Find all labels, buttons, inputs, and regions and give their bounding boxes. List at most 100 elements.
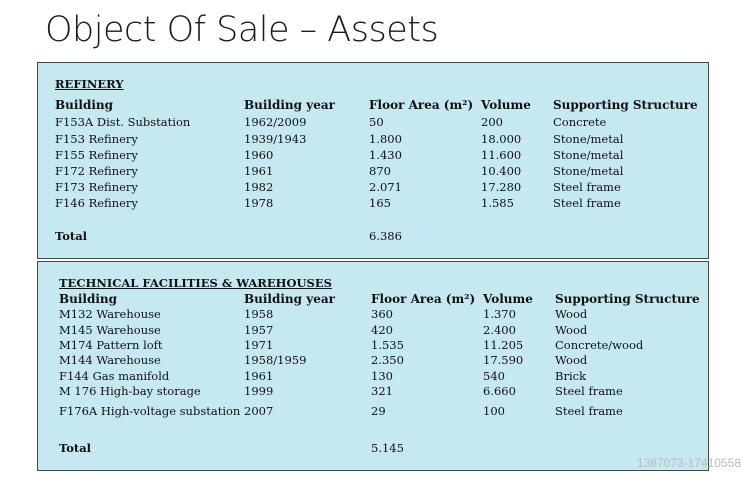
table-row: F155 Refinery 1960 1.430 11.600 Stone/metal (38, 148, 708, 164)
cell-volume: 1.370 (483, 307, 516, 321)
table-row: F146 Refinery 1978 165 1.585 Steel frame (38, 196, 708, 212)
cell-floor-area: Floor Area (m²) (371, 292, 476, 306)
cell-building-year: Building year (244, 98, 335, 112)
cell-supporting-structure: Steel frame (553, 180, 621, 194)
cell-building: F172 Refinery (55, 164, 138, 178)
page-title: Object Of Sale – Assets (45, 10, 439, 50)
cell-building-year: 1961 (244, 164, 274, 178)
cell-supporting-structure: Wood (555, 323, 588, 337)
cell-volume: 200 (481, 115, 503, 129)
cell-building-year: 1960 (244, 148, 274, 162)
cell-volume: 11.600 (481, 148, 522, 162)
cell-building: M 176 High-bay storage (59, 384, 201, 398)
cell-building-year: 1978 (244, 196, 274, 210)
table-row: M132 Warehouse 1958 360 1.370 Wood (38, 307, 708, 323)
table-row: F153A Dist. Substation 1962/2009 50 200 Conc… (38, 115, 708, 131)
cell-supporting-structure: Concrete (553, 115, 607, 129)
cell-supporting-structure: Wood (555, 307, 588, 321)
table-row: M 176 High-bay storage 1999 321 6.660 Steel … (38, 384, 708, 400)
cell-floor-area: 50 (369, 115, 384, 129)
cell-floor-area: 1.535 (371, 338, 404, 352)
cell-building: Building (59, 292, 118, 306)
cell-floor-area: 321 (371, 384, 393, 398)
cell-building: Building (55, 98, 114, 112)
total-floor-area: 6.386 (369, 229, 402, 243)
watermark-id: 1387073-17410558 (636, 456, 741, 470)
cell-supporting-structure: Steel frame (555, 384, 623, 398)
table-row: M144 Warehouse 1958/1959 2.350 17.590 Wood (38, 353, 708, 369)
cell-floor-area: 2.071 (369, 180, 402, 194)
section-heading: REFINERY (55, 77, 124, 91)
table-row: F176A High-voltage substation 2007 29 100 St… (38, 404, 708, 420)
cell-floor-area: 420 (371, 323, 393, 337)
cell-volume: 540 (483, 369, 505, 383)
cell-building: F153 Refinery (55, 132, 138, 146)
cell-building: F146 Refinery (55, 196, 138, 210)
table-header-row: Building Building year Floor Area (m²) Volu… (38, 292, 708, 308)
cell-supporting-structure: Steel frame (555, 404, 623, 418)
cell-building: F144 Gas manifold (59, 369, 170, 383)
cell-volume: 1.585 (481, 196, 514, 210)
cell-building: F153A Dist. Substation (55, 115, 191, 129)
cell-building-year: 1961 (244, 369, 274, 383)
cell-building-year: 1957 (244, 323, 274, 337)
cell-building-year: 1962/2009 (244, 115, 307, 129)
table-header-row: Building Building year Floor Area (m²) Volu… (38, 98, 708, 114)
cell-volume: 2.400 (483, 323, 516, 337)
table-row: F173 Refinery 1982 2.071 17.280 Steel frame (38, 180, 708, 196)
total-floor-area: 5.145 (371, 441, 404, 455)
cell-supporting-structure: Stone/metal (553, 164, 624, 178)
cell-supporting-structure: Supporting Structure (553, 98, 698, 112)
cell-supporting-structure: Supporting Structure (555, 292, 700, 306)
cell-volume: Volume (483, 292, 533, 306)
technical-facilities-table: TECHNICAL FACILITIES & WAREHOUSES Buildin… (37, 261, 709, 471)
cell-volume: 10.400 (481, 164, 522, 178)
cell-floor-area: Floor Area (m²) (369, 98, 474, 112)
cell-supporting-structure: Stone/metal (553, 132, 624, 146)
refinery-table: REFINERY Building Building year Floor Area … (37, 62, 709, 259)
cell-building: F173 Refinery (55, 180, 138, 194)
table-row: F172 Refinery 1961 870 10.400 Stone/metal (38, 164, 708, 180)
cell-building-year: 1958 (244, 307, 274, 321)
cell-building: M145 Warehouse (59, 323, 161, 337)
cell-volume: 18.000 (481, 132, 522, 146)
section-heading: TECHNICAL FACILITIES & WAREHOUSES (59, 276, 332, 290)
cell-volume: Volume (481, 98, 531, 112)
cell-building-year: 1939/1943 (244, 132, 307, 146)
cell-volume: 17.280 (481, 180, 522, 194)
cell-building-year: 1999 (244, 384, 274, 398)
table-row: M174 Pattern loft 1971 1.535 11.205 Concrete… (38, 338, 708, 354)
total-row: Total 5.145 (38, 441, 708, 457)
cell-floor-area: 165 (369, 196, 391, 210)
cell-floor-area: 360 (371, 307, 393, 321)
total-label: Total (55, 229, 88, 243)
cell-building-year: Building year (244, 292, 335, 306)
cell-volume: 6.660 (483, 384, 516, 398)
cell-building: F176A High-voltage substation (59, 404, 241, 418)
cell-floor-area: 1.800 (369, 132, 402, 146)
cell-building-year: 1971 (244, 338, 274, 352)
cell-building-year: 1982 (244, 180, 274, 194)
cell-floor-area: 2.350 (371, 353, 404, 367)
cell-supporting-structure: Stone/metal (553, 148, 624, 162)
cell-supporting-structure: Brick (555, 369, 587, 383)
cell-building: M132 Warehouse (59, 307, 161, 321)
total-row: Total 6.386 (38, 229, 708, 245)
cell-building: M174 Pattern loft (59, 338, 163, 352)
cell-floor-area: 1.430 (369, 148, 402, 162)
cell-building: F155 Refinery (55, 148, 138, 162)
total-label: Total (59, 441, 92, 455)
cell-supporting-structure: Concrete/wood (555, 338, 644, 352)
cell-supporting-structure: Steel frame (553, 196, 621, 210)
cell-floor-area: 130 (371, 369, 393, 383)
cell-floor-area: 870 (369, 164, 391, 178)
cell-building: M144 Warehouse (59, 353, 161, 367)
cell-volume: 17.590 (483, 353, 524, 367)
table-row: F153 Refinery 1939/1943 1.800 18.000 Stone/m… (38, 132, 708, 148)
cell-volume: 100 (483, 404, 505, 418)
cell-building-year: 2007 (244, 404, 274, 418)
cell-building-year: 1958/1959 (244, 353, 307, 367)
cell-floor-area: 29 (371, 404, 386, 418)
table-row: M145 Warehouse 1957 420 2.400 Wood (38, 323, 708, 339)
cell-volume: 11.205 (483, 338, 524, 352)
